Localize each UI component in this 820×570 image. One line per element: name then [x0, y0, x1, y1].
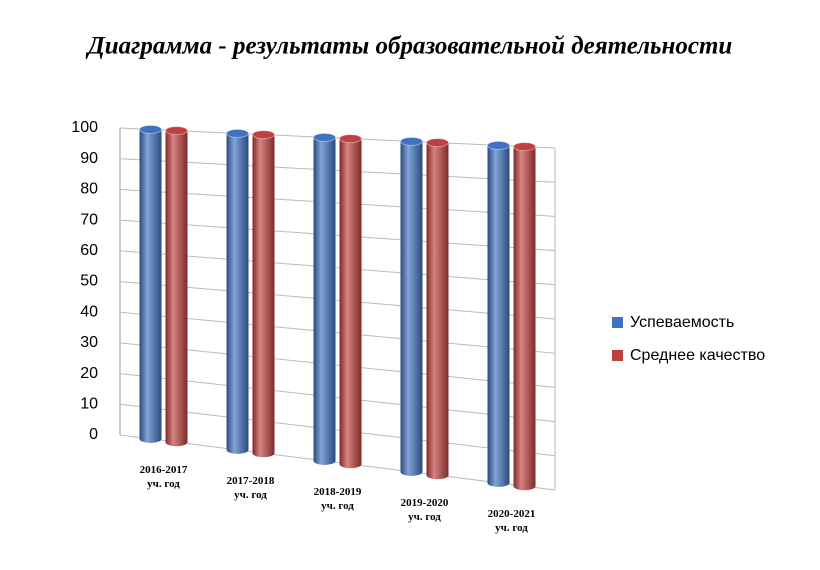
y-tick-label: 30: [80, 334, 98, 351]
grid-line: [119, 158, 556, 183]
bar-body-shade: [226, 133, 249, 450]
grid-line: [119, 403, 556, 457]
bar: [426, 138, 449, 480]
bar-top: [226, 128, 249, 138]
bar: [339, 134, 362, 469]
legend-label: Успеваемость: [630, 314, 734, 331]
grid-line: [119, 281, 556, 320]
bar: [226, 128, 249, 454]
bar: [400, 136, 423, 476]
bar-top: [513, 142, 536, 152]
grid-line: [119, 188, 556, 217]
bar: [252, 130, 275, 458]
legend-label: Среднее качество: [630, 347, 765, 364]
y-tick-label: 50: [80, 273, 98, 290]
y-tick-label: 60: [80, 242, 98, 259]
bar-body-shade: [426, 142, 449, 476]
y-tick-label: 40: [80, 303, 98, 320]
bar-top: [487, 140, 510, 150]
grid-line: [119, 342, 556, 388]
grid-line: [119, 250, 556, 286]
y-tick-label: 80: [80, 181, 98, 198]
grid-line: [119, 311, 556, 354]
bar-top: [426, 138, 449, 148]
grid-line: [119, 434, 556, 491]
bar-top: [139, 124, 162, 134]
y-tick-label: 20: [80, 365, 98, 382]
y-tick-label: 10: [80, 396, 98, 413]
bar-body-shade: [165, 130, 188, 443]
bar: [313, 132, 336, 465]
x-tick-label: 2019-2020 уч. год: [400, 496, 449, 523]
y-tick-label: 70: [80, 211, 98, 228]
x-tick-label: 2017-2018 уч. год: [226, 474, 275, 501]
y-tick-label: 100: [71, 119, 98, 136]
bar-top: [339, 134, 362, 144]
y-tick-label: 0: [89, 426, 98, 443]
bar-body-shade: [487, 145, 510, 483]
bar-top: [165, 126, 188, 136]
bar-top: [252, 130, 275, 140]
chart-title: Диаграмма - результаты образовательной д…: [86, 33, 733, 60]
bar: [165, 126, 188, 447]
bar-body-shade: [400, 141, 423, 472]
x-tick-label: 2020-2021 уч. год: [487, 507, 536, 534]
bar: [139, 124, 162, 443]
bar-body-shade: [139, 129, 162, 439]
bar: [487, 140, 510, 487]
bar-top: [313, 132, 336, 142]
x-tick-label: 2018-2019 уч. год: [313, 485, 362, 512]
grid-line: [119, 127, 556, 149]
bar-top: [400, 136, 423, 146]
legend-swatch: [612, 317, 623, 328]
legend-swatch: [612, 350, 623, 361]
bar-body-shade: [252, 134, 275, 454]
bar-body-shade: [513, 146, 536, 487]
bar-body-shade: [339, 138, 362, 465]
grid-line: [119, 373, 556, 423]
x-tick-label: 2016-2017 уч. год: [139, 463, 188, 490]
grid-line: [119, 219, 556, 252]
bar-body-shade: [313, 137, 336, 461]
y-tick-label: 90: [80, 150, 98, 167]
bar: [513, 142, 536, 491]
